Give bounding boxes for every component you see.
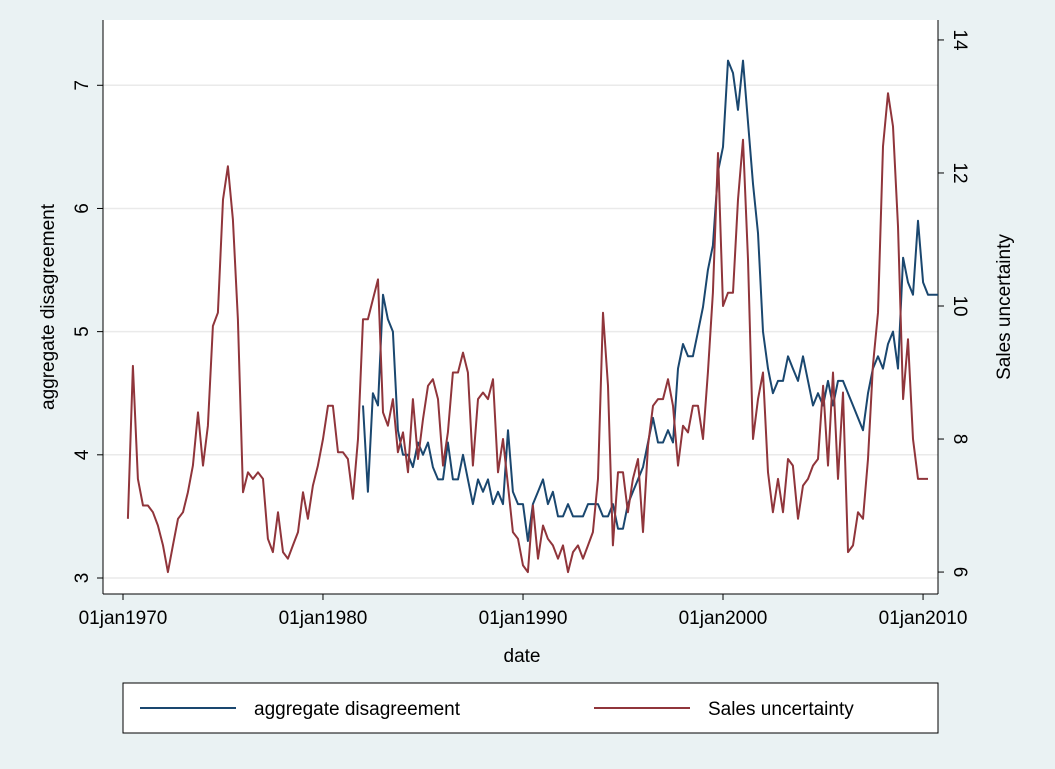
- plot-area: [103, 20, 938, 594]
- y2-tick-label: 6: [949, 567, 970, 578]
- legend-label: aggregate disagreement: [254, 699, 461, 720]
- x-tick-label: 01jan1980: [279, 608, 368, 629]
- y2-tick-label: 12: [949, 162, 970, 183]
- legend: [122, 682, 939, 734]
- y-tick-label: 7: [72, 80, 93, 91]
- y-axis-title: aggregate disagreement: [38, 203, 59, 410]
- x-axis-title: date: [504, 646, 541, 667]
- x-tick-label: 01jan2000: [679, 608, 768, 629]
- x-tick-label: 01jan1970: [79, 608, 168, 629]
- y-tick-label: 6: [72, 203, 93, 214]
- y2-axis-title: Sales uncertainty: [994, 234, 1015, 380]
- y-tick-label: 4: [72, 449, 93, 460]
- y-tick-label: 5: [72, 326, 93, 337]
- y2-tick-label: 10: [949, 295, 970, 316]
- x-tick-label: 01jan2010: [879, 608, 968, 629]
- series-line: [126, 92, 928, 574]
- legend-label: Sales uncertainty: [708, 699, 854, 720]
- y2-tick-label: 8: [949, 434, 970, 445]
- y2-tick-label: 14: [949, 29, 970, 51]
- x-tick-label: 01jan1990: [479, 608, 568, 629]
- y-tick-label: 3: [72, 573, 93, 584]
